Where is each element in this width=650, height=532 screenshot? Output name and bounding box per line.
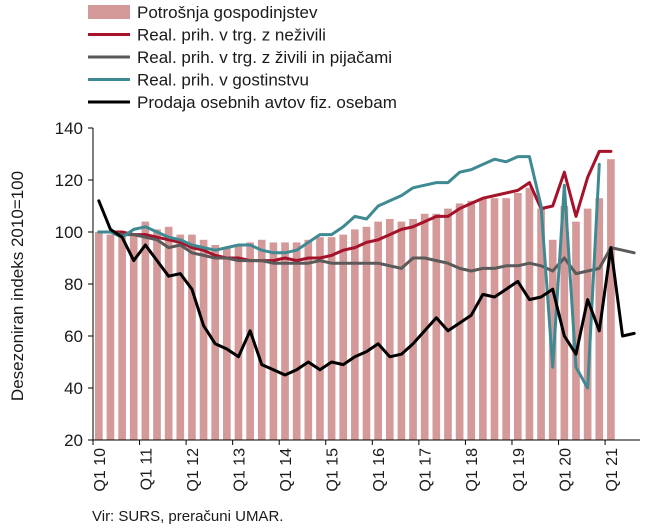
x-tick-label: Q1 20 bbox=[557, 448, 574, 492]
lines-layer bbox=[97, 149, 636, 390]
legend-label-4: Prodaja osebnih avtov fiz. osebam bbox=[137, 93, 397, 112]
y-tick-label: 20 bbox=[64, 431, 83, 450]
bar-18 bbox=[292, 242, 301, 440]
source-note: Vir: SURS, preračuni UMAR. bbox=[92, 508, 284, 525]
bar-7 bbox=[164, 226, 173, 440]
bar-15 bbox=[257, 239, 266, 440]
bar-28 bbox=[409, 219, 417, 440]
bar-17 bbox=[281, 242, 289, 440]
y-axis-label: Desezoniran indeks 2010=100 bbox=[8, 171, 27, 401]
bar-25 bbox=[374, 221, 382, 440]
bar-34 bbox=[479, 198, 487, 440]
y-tick-label: 80 bbox=[64, 275, 83, 294]
bar-43 bbox=[583, 208, 592, 440]
bar-20 bbox=[316, 237, 324, 440]
bar-42 bbox=[572, 221, 580, 440]
bar-24 bbox=[362, 226, 371, 440]
bar-12 bbox=[223, 247, 231, 440]
x-tick-label: Q1 18 bbox=[464, 448, 481, 492]
legend: Potrošnja gospodinjstev Real. prih. v trg… bbox=[88, 3, 397, 112]
bar-21 bbox=[327, 237, 336, 440]
bar-5 bbox=[141, 221, 150, 440]
bar-33 bbox=[467, 200, 476, 440]
bar-16 bbox=[269, 242, 278, 440]
bar-1 bbox=[94, 232, 103, 440]
bar-4 bbox=[129, 234, 138, 440]
legend-label-1: Real. prih. v trg. z neživili bbox=[137, 26, 326, 45]
bar-37 bbox=[513, 193, 522, 440]
bar-30 bbox=[432, 213, 441, 440]
x-tick-label: Q1 10 bbox=[92, 448, 109, 492]
legend-swatch-0 bbox=[88, 5, 130, 19]
bars-layer bbox=[94, 159, 615, 440]
bar-26 bbox=[385, 219, 394, 440]
bar-39 bbox=[537, 208, 545, 440]
bar-27 bbox=[397, 221, 406, 440]
x-tick-label: Q1 14 bbox=[278, 448, 295, 492]
x-tick-label: Q1 12 bbox=[185, 448, 202, 492]
series-line-4 bbox=[97, 199, 636, 377]
bar-40 bbox=[548, 239, 557, 440]
bar-19 bbox=[304, 239, 313, 440]
y-tick-label: 120 bbox=[55, 171, 83, 190]
x-tick-label: Q1 11 bbox=[138, 448, 155, 491]
bar-31 bbox=[444, 208, 452, 440]
bar-35 bbox=[490, 198, 499, 440]
y-tick-label: 140 bbox=[55, 119, 83, 138]
bar-45 bbox=[607, 159, 615, 440]
bar-14 bbox=[246, 242, 254, 440]
legend-label-3: Real. prih. v gostinstvu bbox=[137, 71, 309, 90]
x-tick-label: Q1 16 bbox=[371, 448, 388, 492]
bar-36 bbox=[502, 198, 510, 440]
y-tick-label: 40 bbox=[64, 379, 83, 398]
bar-8 bbox=[176, 234, 185, 440]
legend-label-2: Real. prih. v trg. z živili in pijačami bbox=[137, 48, 392, 67]
x-tick-label: Q1 13 bbox=[232, 448, 249, 492]
bar-6 bbox=[153, 229, 161, 440]
bar-41 bbox=[560, 206, 569, 440]
bar-44 bbox=[595, 198, 604, 440]
x-tick-label: Q1 21 bbox=[604, 448, 621, 492]
bar-13 bbox=[234, 245, 243, 440]
bar-22 bbox=[339, 234, 348, 440]
bar-29 bbox=[420, 213, 429, 440]
bar-38 bbox=[525, 187, 534, 440]
bar-10 bbox=[199, 239, 208, 440]
x-tick-label: Q1 15 bbox=[325, 448, 342, 492]
series-line-1 bbox=[97, 149, 613, 263]
bar-3 bbox=[118, 232, 126, 440]
x-tick-label: Q1 17 bbox=[418, 448, 435, 492]
y-tick-label: 60 bbox=[64, 327, 83, 346]
legend-label-0: Potrošnja gospodinjstev bbox=[137, 3, 318, 22]
bar-2 bbox=[106, 234, 115, 440]
bar-23 bbox=[351, 229, 359, 440]
axes-layer: 20 40 60 80 100 120 140 Q1 10 Q1 11 Q1 12 Q1 13 Q1 … bbox=[55, 119, 640, 492]
x-tick-label: Q1 19 bbox=[511, 448, 528, 492]
y-tick-label: 100 bbox=[55, 223, 83, 242]
series-line-3 bbox=[97, 155, 601, 390]
bar-9 bbox=[188, 234, 196, 440]
